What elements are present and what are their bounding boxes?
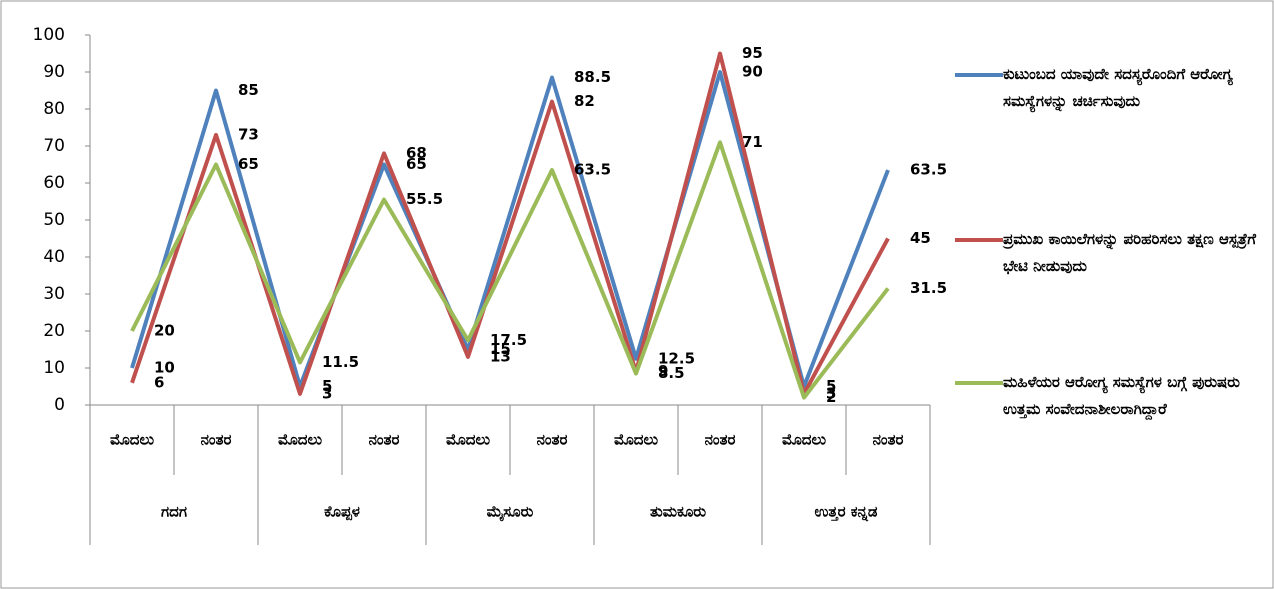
data-label: 13 [490,347,511,365]
y-tick-label: 90 [43,62,65,82]
data-label: 12.5 [658,349,695,367]
x-tick-label: ನಂತರ [369,431,400,449]
data-label: 15 [490,340,511,358]
y-tick-label: 0 [54,395,65,415]
data-label: 10 [154,359,175,377]
x-tick-label: ಮೊದಲು [110,431,154,449]
group-label: ಮೈಸೂರು [487,503,534,523]
data-label: 2 [826,388,836,406]
data-label: 85 [238,81,259,99]
y-tick-label: 50 [43,210,65,230]
data-label: 3 [322,384,332,402]
data-label: 71 [742,133,763,151]
y-tick-label: 10 [43,358,65,378]
data-label: 68 [406,144,427,162]
data-label: 65 [238,155,259,173]
y-tick-label: 30 [43,284,65,304]
data-label: 17.5 [490,331,527,349]
x-tick-label: ನಂತರ [873,431,904,449]
group-label: ಗದಗ [161,503,187,521]
data-label: 6 [154,373,164,391]
y-tick-label: 60 [43,173,65,193]
data-label: 55.5 [406,190,443,208]
x-tick-label: ಮೊದಲು [278,431,322,449]
legend-label: ಪ್ರಮುಖ ಕಾಯಿಲೆಗಳನ್ನು ಪರಿಹರಿಸಲು ತಕ್ಷಣ ಆಸ್ಪ… [1003,230,1256,275]
x-tick-label: ನಂತರ [705,431,736,449]
data-label: 73 [238,125,259,143]
data-label: 63.5 [910,161,947,179]
x-tick-label: ನಂತರ [537,431,568,449]
data-label: 20 [154,322,175,340]
group-label: ತುಮಕೂರು [650,503,706,521]
x-tick-label: ಮೊದಲು [782,431,826,449]
y-tick-label: 100 [33,25,65,45]
group-label: ಉತ್ತರ ಕನ್ನಡ [815,503,878,523]
y-tick-label: 20 [43,321,65,341]
legend-label: ಕುಟುಂಬದ ಯಾವುದೇ ಸದಸ್ಯರೊಂದಿಗೆ ಆರೋಗ್ಯ ಸಮಸ್ಯ… [1003,65,1233,110]
x-tick-label: ನಂತರ [201,431,232,449]
series-line [130,140,890,400]
group-label: ಕೊಪ್ಪಳ [324,503,360,521]
legend-label: ಮಹಿಳೆಯರ ಆರೋಗ್ಯ ಸಮಸ್ಯೆಗಳ ಬಗ್ಗೆ ಪುರುಷರು ಉತ… [1003,373,1240,418]
data-label: 9 [658,362,668,380]
data-label: 95 [742,44,763,62]
data-label: 11.5 [322,353,359,371]
data-label: 65 [406,155,427,173]
y-tick-label: 80 [43,99,65,119]
y-tick-label: 40 [43,247,65,267]
data-label: 8.5 [658,364,685,382]
x-tick-label: ಮೊದಲು [614,431,658,449]
data-label: 3 [826,384,836,402]
data-label: 63.5 [574,161,611,179]
data-label: 31.5 [910,279,947,297]
data-label: 90 [742,63,763,81]
data-label: 5 [826,377,836,395]
data-label: 5 [322,377,332,395]
data-label: 82 [574,92,595,110]
y-tick-label: 70 [43,136,65,156]
x-tick-label: ಮೊದಲು [446,431,490,449]
data-label: 45 [910,229,931,247]
data-label: 88.5 [574,68,611,86]
